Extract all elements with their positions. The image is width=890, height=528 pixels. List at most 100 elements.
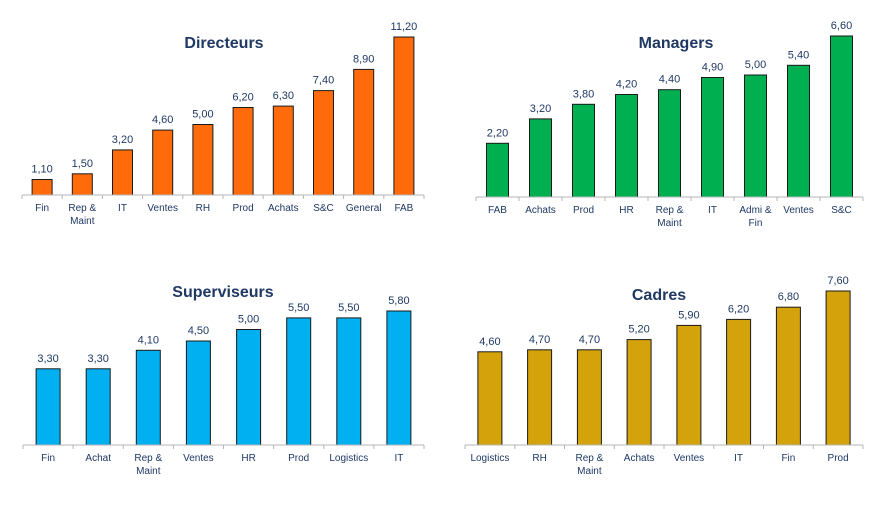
tick-label: Prod — [233, 203, 254, 214]
bar — [825, 290, 851, 446]
tick-label: IT — [394, 453, 403, 464]
tick-label: Achat — [85, 453, 111, 464]
bar — [830, 35, 853, 198]
data-label: 5,00 — [238, 314, 259, 326]
tick-label: Prod — [288, 453, 309, 464]
bar — [676, 324, 702, 446]
data-label: 5,50 — [288, 302, 309, 314]
data-label: 7,60 — [827, 275, 848, 287]
bar — [658, 89, 681, 198]
bar — [576, 349, 602, 446]
bar — [313, 90, 334, 196]
bar — [35, 368, 61, 446]
data-label: 6,20 — [728, 303, 749, 315]
chart-title: Cadres — [632, 287, 686, 304]
tick-label: General — [346, 203, 382, 214]
chart-title: Superviseurs — [172, 284, 273, 301]
tick-label: Prod — [828, 453, 849, 464]
data-label: 3,20 — [112, 134, 133, 146]
bar — [626, 339, 652, 446]
data-label: 4,60 — [479, 336, 500, 348]
tick-label: Rep & Maint — [68, 203, 96, 227]
tick-label: S&C — [313, 203, 334, 214]
chart-cadres: Cadres 4,60 Logistics 4,70 RH 4,70 Rep & Maint 5… — [464, 275, 864, 477]
bar — [135, 349, 161, 446]
data-label: 5,90 — [678, 309, 699, 321]
bar — [71, 173, 93, 196]
bar — [286, 317, 312, 446]
data-label: 4,50 — [188, 325, 209, 337]
bar — [272, 105, 294, 196]
chart-superviseurs: Superviseurs 3,30 Fin 3,30 Achat 4,10 Rep & Mai… — [22, 284, 425, 477]
bar — [486, 142, 509, 198]
data-label: 11,20 — [391, 21, 418, 33]
tick-label: Rep & Maint — [134, 453, 162, 477]
bar — [615, 94, 638, 198]
tick-label: IT — [118, 203, 127, 214]
data-label: 3,30 — [37, 353, 58, 365]
tick-label: HR — [241, 453, 255, 464]
data-label: 5,00 — [192, 109, 213, 121]
bar — [336, 317, 362, 446]
tick-label: Ventes — [783, 205, 814, 216]
data-label: 6,60 — [831, 20, 852, 32]
data-label: 4,10 — [138, 334, 159, 346]
data-label: 1,10 — [31, 164, 52, 176]
tick-label: Achats — [624, 453, 655, 464]
bar — [477, 351, 503, 446]
bar — [236, 329, 262, 446]
data-label: 6,30 — [273, 90, 294, 102]
tick-label: Logistics — [329, 453, 368, 464]
bar — [726, 318, 752, 446]
bar — [232, 107, 254, 196]
bar — [787, 64, 810, 198]
data-label: 4,70 — [579, 334, 600, 346]
tick-label: Ventes — [183, 453, 214, 464]
data-label: 5,40 — [788, 49, 809, 61]
tick-label: FAB — [488, 205, 507, 216]
chart-title: Managers — [639, 35, 714, 52]
tick-label: Logistics — [470, 453, 509, 464]
tick-label: Fin — [35, 203, 49, 214]
tick-label: Achats — [525, 205, 556, 216]
data-label: 4,90 — [702, 62, 723, 74]
bar — [85, 368, 111, 446]
chart-title: Directeurs — [184, 35, 263, 52]
data-label: 7,40 — [313, 75, 334, 87]
chart-directeurs: Directeurs 1,10 Fin 1,50 Rep & Maint 3,20 IT 4,6… — [21, 21, 425, 227]
data-label: 4,40 — [659, 74, 680, 86]
data-label: 4,60 — [152, 114, 173, 126]
tick-label: Achats — [268, 203, 299, 214]
data-label: 1,50 — [72, 158, 93, 170]
bar — [31, 179, 53, 196]
data-label: 6,20 — [232, 92, 253, 104]
data-label: 5,80 — [388, 295, 409, 307]
data-label: 2,20 — [487, 127, 508, 139]
data-label: 6,80 — [778, 291, 799, 303]
bar — [701, 77, 724, 198]
bar — [775, 306, 801, 446]
data-label: 5,00 — [745, 59, 766, 71]
tick-label: HR — [619, 205, 633, 216]
data-label: 3,30 — [87, 353, 108, 365]
data-label: 3,20 — [530, 103, 551, 115]
tick-label: IT — [708, 205, 717, 216]
tick-label: RH — [532, 453, 546, 464]
data-label: 4,70 — [529, 334, 550, 346]
tick-label: IT — [734, 453, 743, 464]
tick-label: RH — [196, 203, 210, 214]
tick-label: Ventes — [674, 453, 705, 464]
chart-managers: Managers 2,20 FAB 3,20 Achats 3,80 Prod 4,20 HR 4… — [475, 20, 864, 229]
data-label: 5,50 — [338, 302, 359, 314]
tick-label: FAB — [394, 203, 413, 214]
data-label: 4,20 — [616, 79, 637, 91]
tick-label: Fin — [41, 453, 55, 464]
bar — [529, 118, 552, 198]
bar — [572, 103, 595, 198]
tick-label: Admi & Fin — [739, 205, 772, 229]
bar — [192, 124, 214, 196]
bar — [353, 68, 375, 196]
bar — [393, 36, 415, 196]
bar — [152, 129, 174, 196]
